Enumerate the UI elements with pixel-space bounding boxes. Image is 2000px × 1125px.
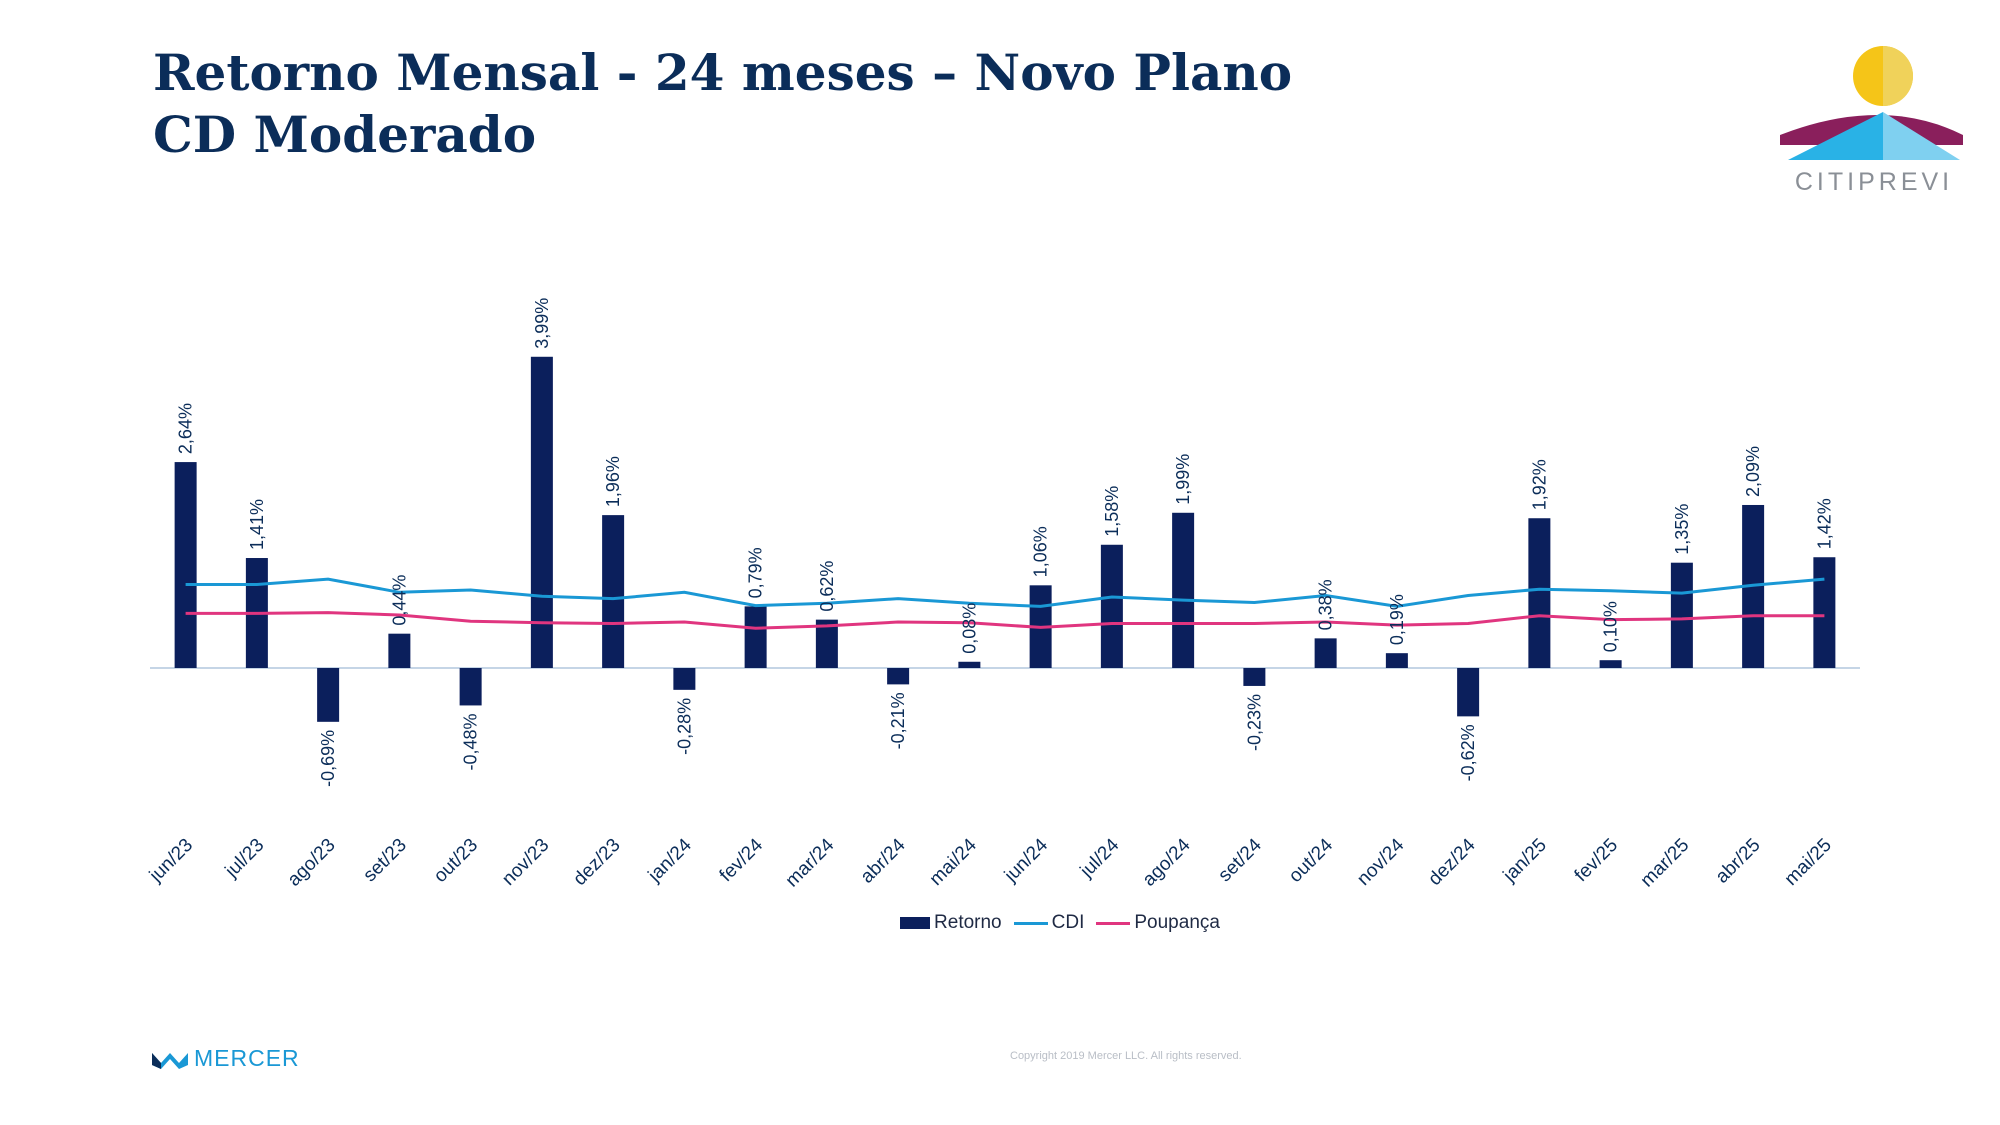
data-label-retorno-15: -0,23% bbox=[1244, 694, 1264, 751]
data-label-retorno-18: -0,62% bbox=[1458, 724, 1478, 781]
mercer-brand: MERCER bbox=[194, 1045, 300, 1071]
data-label-retorno-14: 1,99% bbox=[1173, 454, 1193, 505]
category-label-12: jun/24 bbox=[1000, 834, 1052, 886]
bar-retorno-5 bbox=[530, 356, 553, 668]
category-label-22: abr/25 bbox=[1712, 835, 1765, 888]
category-label-2: ago/23 bbox=[284, 835, 340, 891]
bar-retorno-23 bbox=[1813, 557, 1836, 668]
bar-retorno-7 bbox=[673, 668, 696, 690]
bar-retorno-21 bbox=[1670, 562, 1693, 668]
legend-item-poupanca: Poupança bbox=[1096, 912, 1220, 934]
legend-label-poupanca: Poupança bbox=[1134, 912, 1220, 933]
data-label-retorno-20: 0,10% bbox=[1601, 601, 1621, 652]
data-label-retorno-5: 3,99% bbox=[532, 298, 552, 349]
bar-retorno-10 bbox=[887, 668, 910, 685]
category-label-11: mai/24 bbox=[926, 834, 981, 889]
data-label-retorno-22: 2,09% bbox=[1743, 446, 1763, 497]
legend-label-retorno: Retorno bbox=[934, 912, 1002, 933]
data-label-retorno-3: 0,44% bbox=[389, 575, 409, 626]
data-label-retorno-17: 0,19% bbox=[1387, 594, 1407, 645]
legend-item-retorno: Retorno bbox=[900, 912, 1002, 934]
data-label-retorno-16: 0,38% bbox=[1316, 579, 1336, 630]
citiprevi-logo: CITIPREVI bbox=[1780, 46, 1963, 196]
category-label-21: mar/25 bbox=[1637, 835, 1694, 892]
category-label-18: dez/24 bbox=[1424, 834, 1479, 889]
category-label-13: jul/24 bbox=[1076, 834, 1124, 882]
data-label-retorno-4: -0,48% bbox=[461, 713, 481, 770]
bar-retorno-2 bbox=[317, 668, 340, 722]
data-label-retorno-2: -0,69% bbox=[318, 730, 338, 787]
bar-retorno-0 bbox=[174, 462, 197, 668]
category-label-15: set/24 bbox=[1214, 834, 1266, 886]
bar-retorno-20 bbox=[1599, 660, 1622, 668]
cdi-series-line bbox=[185, 577, 1825, 608]
data-label-retorno-21: 1,35% bbox=[1672, 504, 1692, 555]
bar-retorno-14 bbox=[1172, 512, 1195, 668]
category-label-10: abr/24 bbox=[857, 834, 910, 887]
category-label-16: out/24 bbox=[1285, 834, 1338, 887]
mercer-mark-icon bbox=[152, 1052, 188, 1069]
legend-swatch-poupanca bbox=[1096, 921, 1131, 925]
category-label-1: jul/23 bbox=[221, 835, 269, 883]
data-label-retorno-9: 0,62% bbox=[817, 561, 837, 612]
bar-retorno-3 bbox=[388, 633, 411, 668]
data-label-retorno-12: 1,06% bbox=[1031, 526, 1051, 577]
category-label-4: out/23 bbox=[430, 835, 482, 887]
category-label-19: jan/25 bbox=[1499, 835, 1551, 887]
legend-label-cdi: CDI bbox=[1051, 912, 1085, 933]
legend-swatch-retorno bbox=[900, 917, 931, 929]
bar-retorno-9 bbox=[815, 619, 838, 668]
bar-retorno-13 bbox=[1100, 544, 1123, 668]
logo-text: CITIPREVI bbox=[1795, 168, 1953, 196]
page-title: Retorno Mensal - 24 meses – Novo Plano C… bbox=[153, 43, 1293, 164]
category-label-20: fev/25 bbox=[1571, 835, 1622, 886]
bar-retorno-18 bbox=[1457, 668, 1480, 717]
category-label-8: fev/24 bbox=[716, 834, 768, 886]
legend-item-cdi: CDI bbox=[1013, 912, 1085, 934]
data-label-retorno-13: 1,58% bbox=[1102, 486, 1122, 537]
category-label-9: mar/24 bbox=[782, 834, 839, 891]
bar-retorno-11 bbox=[958, 661, 981, 668]
data-label-retorno-6: 1,96% bbox=[603, 456, 623, 507]
data-label-retorno-0: 2,64% bbox=[176, 403, 196, 454]
bar-retorno-4 bbox=[459, 668, 482, 706]
bar-retorno-16 bbox=[1314, 638, 1337, 668]
bar-retorno-8 bbox=[744, 606, 767, 668]
category-label-7: jan/24 bbox=[644, 834, 696, 886]
category-label-3: set/23 bbox=[359, 835, 410, 886]
copyright-text: Copyright 2019 Mercer LLC. All rights re… bbox=[1010, 1050, 1242, 1062]
category-label-5: nov/23 bbox=[498, 835, 553, 890]
category-label-23: mai/25 bbox=[1781, 835, 1836, 890]
data-label-retorno-1: 1,41% bbox=[247, 499, 267, 550]
category-label-6: dez/23 bbox=[569, 835, 624, 890]
category-label-17: nov/24 bbox=[1353, 834, 1408, 889]
data-label-retorno-7: -0,28% bbox=[674, 698, 694, 755]
poupanca-series-line bbox=[185, 611, 1825, 630]
data-label-retorno-11: 0,08% bbox=[959, 603, 979, 654]
category-label-14: ago/24 bbox=[1139, 834, 1195, 890]
mercer-logo: MERCER bbox=[152, 1045, 300, 1072]
bar-retorno-6 bbox=[602, 515, 625, 668]
bar-retorno-17 bbox=[1385, 653, 1408, 668]
chart-legend: Retorno CDI Poupança bbox=[0, 912, 2000, 934]
data-label-retorno-10: -0,21% bbox=[888, 692, 908, 749]
data-label-retorno-23: 1,42% bbox=[1814, 498, 1834, 549]
data-label-retorno-8: 0,79% bbox=[746, 547, 766, 598]
legend-swatch-cdi bbox=[1013, 921, 1048, 925]
bar-retorno-15 bbox=[1243, 668, 1266, 686]
bar-retorno-19 bbox=[1528, 518, 1551, 668]
data-label-retorno-19: 1,92% bbox=[1529, 459, 1549, 510]
category-label-0: jun/23 bbox=[145, 835, 197, 887]
